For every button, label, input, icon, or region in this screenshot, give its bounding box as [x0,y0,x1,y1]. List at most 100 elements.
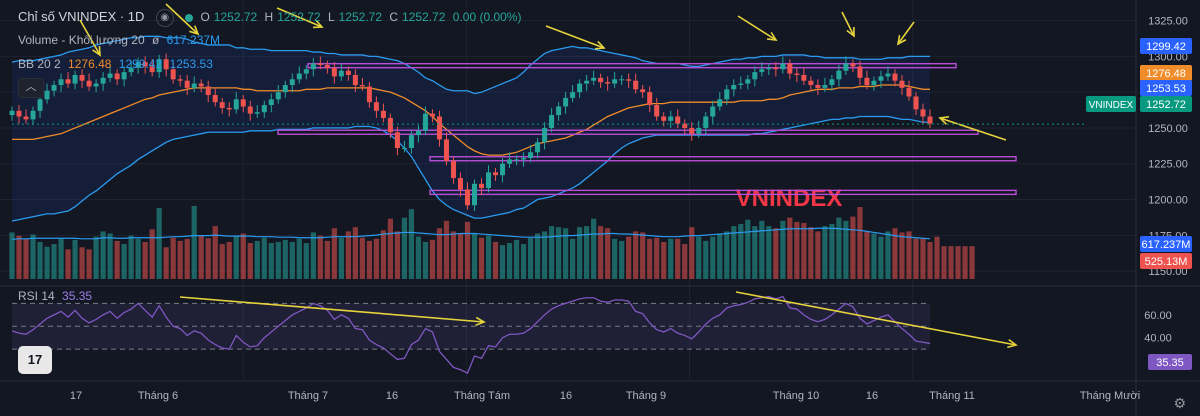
volume-bar [913,238,919,279]
candle-body [422,113,428,131]
rsi-trend-arrow[interactable] [179,296,485,323]
volume-bar [506,243,513,279]
candle-body [584,80,590,84]
volume-bar [780,220,786,279]
volume-bar [303,243,309,279]
candle-body [51,85,57,91]
candle-body [577,83,583,93]
rsi-indicator-label[interactable]: RSI 14 [18,289,55,303]
arrow-annotation-head [766,31,778,41]
tradingview-logo[interactable]: 17 [18,346,52,374]
candle-body [9,110,15,116]
candle-body [205,86,211,96]
rsi-trend-arrow[interactable] [735,291,1017,346]
volume-bar [289,241,295,279]
volume-bar [9,232,15,279]
arrow-annotation[interactable] [897,21,915,45]
arrow-annotation[interactable] [79,19,101,56]
volume-bar [591,218,597,279]
horizontal-level-line[interactable] [307,62,957,69]
candle-body [619,79,625,81]
price-tag-label: 1253.53 [1146,83,1186,95]
rsi-value-tag [1148,354,1192,370]
visibility-toggle-icon[interactable]: ◉ [155,9,174,27]
volume-bar [850,216,856,279]
volume-indicator-value: 617.237M [166,33,221,47]
price-tag [1140,96,1192,112]
candle-body [401,148,407,149]
candle-body [696,127,702,134]
volume-bar [401,217,408,279]
volume-bar [422,241,429,279]
bollinger-band-fill [12,36,930,222]
volume-bar [759,220,765,279]
candle-body [507,159,513,164]
collapse-legend-button[interactable]: ︿ [18,78,44,98]
volume-bar [429,239,436,279]
volume-bar [801,222,807,279]
support-level-line[interactable] [429,189,1017,196]
candle-body [324,64,330,68]
volume-bar [23,238,29,279]
price-tag [1140,80,1192,96]
candle-body [303,69,309,74]
rsi-indicator-value: 35.35 [62,289,93,303]
arrow-annotation[interactable] [165,3,199,35]
candle-body [528,152,534,159]
arrow-annotation[interactable] [737,15,777,41]
candle-body [86,80,92,87]
volume-bar [359,237,365,279]
symbol-title[interactable]: Chỉ số VNINDEX · 1D [18,9,145,25]
volume-bar [822,226,828,279]
candle-body [801,74,807,81]
candle-body [549,115,555,128]
candle-body [563,97,569,107]
candle-body [58,79,64,86]
candle-body [44,90,50,100]
volume-bar [808,227,814,279]
volume-bar [661,241,667,279]
volume-indicator-label[interactable]: Volume - Khối lượng 20 [18,33,145,47]
rsi-trend-arrow-head [475,316,486,326]
horizontal-level-line[interactable] [429,156,1017,162]
bb-indicator-label[interactable]: BB 20 2 [18,57,61,71]
arrow-annotation-head [312,19,324,29]
candle-body [37,99,43,111]
volume-bar [156,208,162,279]
candle-body [472,183,478,206]
candle-body [640,89,646,93]
candle-body [633,80,639,90]
candle-body [815,85,821,88]
candle-body [878,76,884,81]
candle-body [892,73,898,81]
volume-bar [58,238,64,279]
candle-body [219,102,225,108]
volume-bar [584,226,590,279]
candle-body [107,73,113,78]
arrow-annotation[interactable] [276,7,323,28]
settings-gear-icon[interactable]: ⚙ [1173,395,1186,411]
arrow-annotation[interactable] [545,25,605,49]
candle-body [479,183,485,189]
volume-bar [654,237,660,279]
price-tag-label: 1299.42 [1146,41,1186,53]
arrow-annotation-head [92,45,101,57]
candle-body [717,99,723,107]
arrow-annotation[interactable] [939,117,1007,141]
arrow-annotation[interactable] [841,11,855,37]
volume-bar [787,217,793,279]
volume-bar [710,236,716,279]
volume-bar [240,233,246,279]
volume-bar [857,207,863,279]
volume-bar [44,246,50,279]
time-axis-tick: 16 [386,390,398,402]
volume-eye-icon[interactable]: ø [151,33,160,47]
rsi-value-tag-label: 35.35 [1156,357,1184,369]
candle-body [212,95,218,103]
volume-bar [969,246,975,279]
horizontal-level-line[interactable] [277,129,979,135]
candle-body [605,82,611,84]
volume-bar [478,237,485,279]
